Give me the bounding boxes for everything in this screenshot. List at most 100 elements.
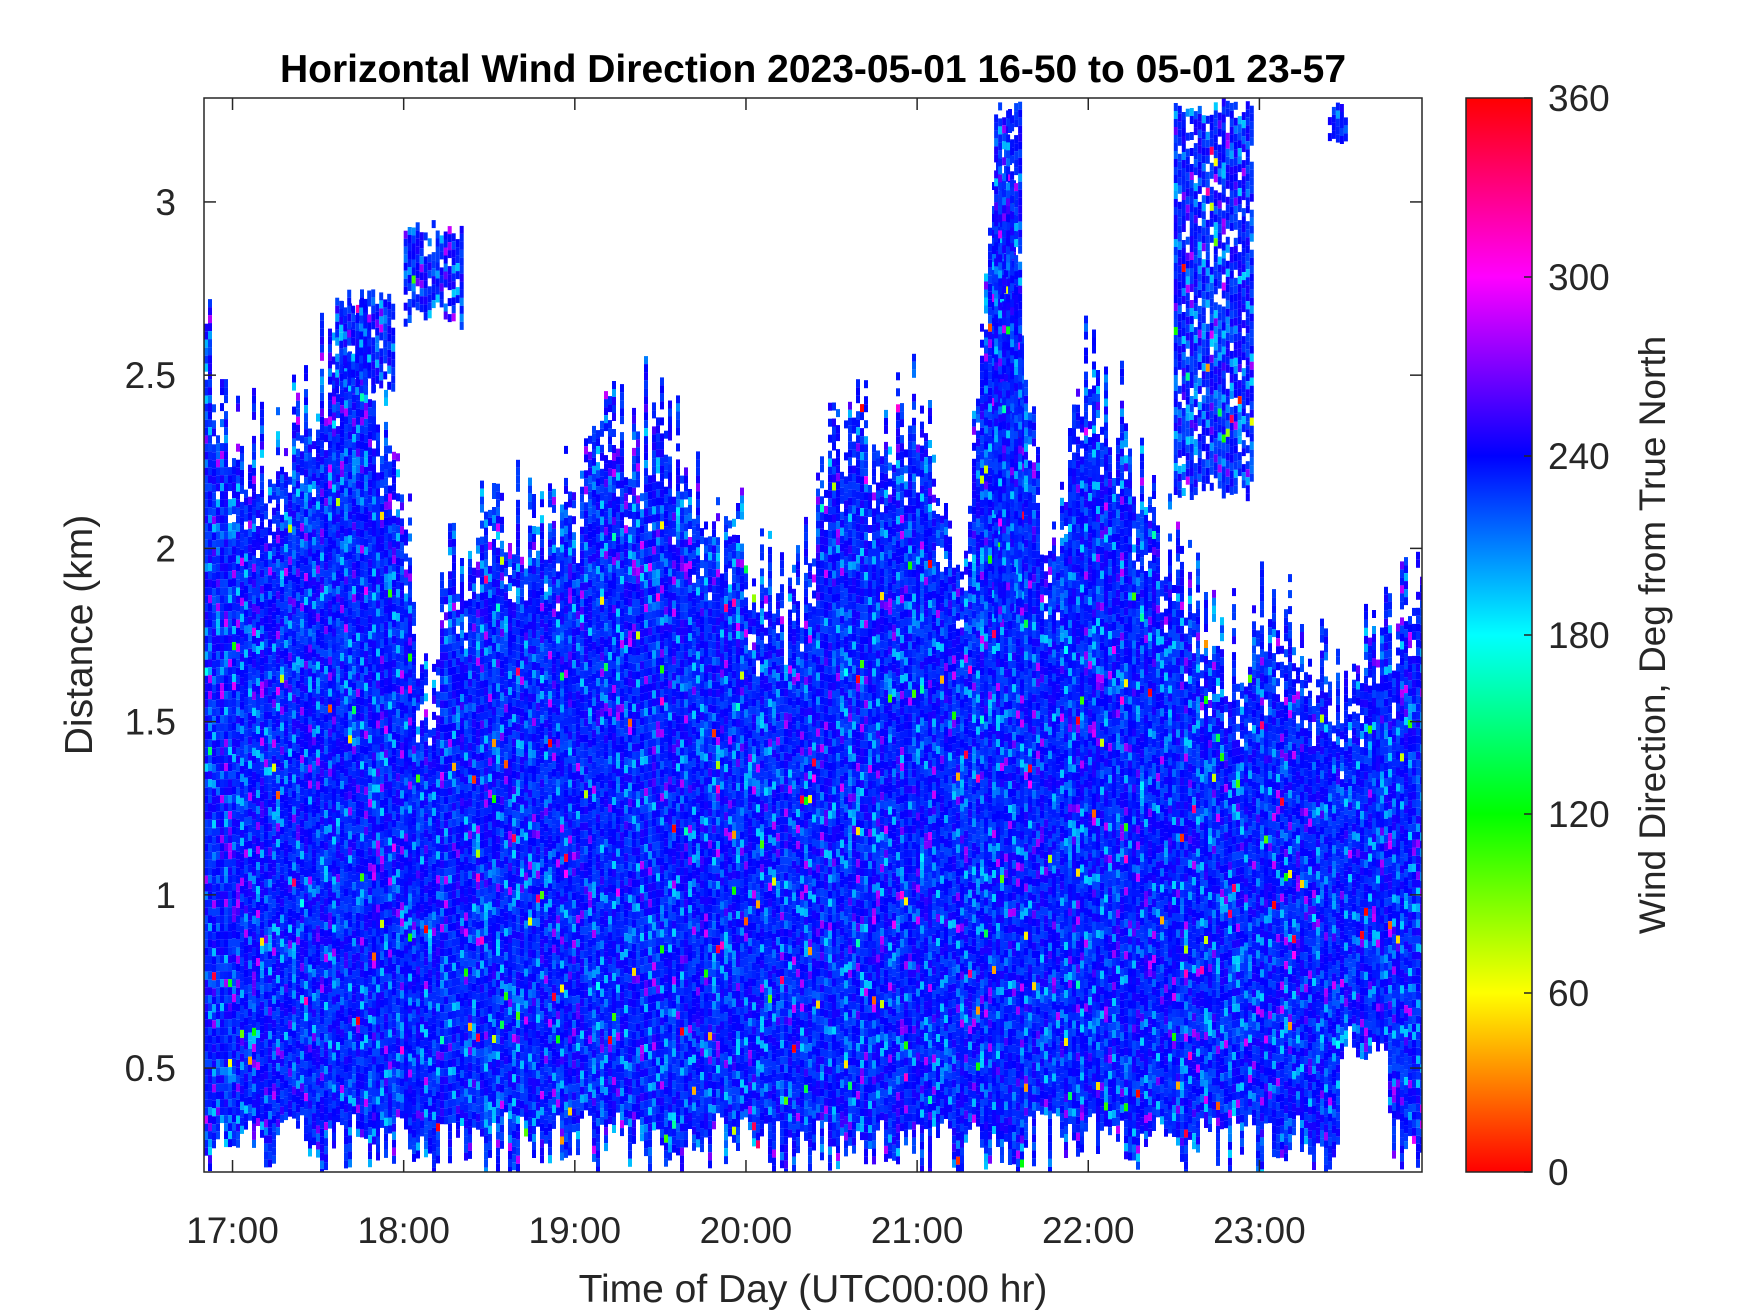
heatmap-cell (260, 1066, 264, 1074)
heatmap-cell (376, 1065, 380, 1073)
heatmap-cell (208, 379, 212, 387)
heatmap-cell (420, 1088, 424, 1096)
heatmap-cell (360, 1113, 364, 1121)
heatmap-cell (404, 914, 408, 922)
heatmap-cell (288, 525, 292, 533)
heatmap-cell (328, 953, 332, 961)
heatmap-cell (328, 961, 332, 969)
heatmap-cell (220, 675, 224, 683)
heatmap-cell (208, 1019, 212, 1027)
heatmap-cell (372, 481, 376, 489)
heatmap-cell (252, 1092, 256, 1100)
heatmap-cell (220, 947, 224, 955)
heatmap-cell (340, 781, 344, 789)
heatmap-cell (228, 547, 232, 555)
heatmap-cell (348, 847, 352, 855)
heatmap-cell (336, 1050, 340, 1058)
heatmap-cell (400, 582, 404, 590)
heatmap-cell (224, 795, 228, 803)
heatmap-cell (372, 769, 376, 777)
heatmap-cell (376, 785, 380, 793)
heatmap-cell (220, 667, 224, 675)
heatmap-cell (376, 473, 380, 481)
heatmap-cell (376, 841, 380, 849)
heatmap-cell (404, 786, 408, 794)
heatmap-cell (240, 646, 244, 654)
heatmap-cell (320, 625, 324, 633)
heatmap-cell (252, 868, 256, 876)
heatmap-cell (304, 613, 308, 621)
heatmap-cell (300, 723, 304, 731)
heatmap-cell (360, 1033, 364, 1041)
heatmap-cell (256, 798, 260, 806)
heatmap-cell (384, 486, 388, 494)
heatmap-cell (384, 606, 388, 614)
heatmap-cell (324, 730, 328, 738)
heatmap-cell (336, 522, 340, 530)
heatmap-cell (336, 890, 340, 898)
heatmap-cell (332, 413, 336, 421)
heatmap-cell (328, 937, 332, 945)
heatmap-cell (272, 1068, 276, 1076)
heatmap-cell (428, 786, 432, 794)
heatmap-cell (224, 987, 228, 995)
heatmap-cell (324, 562, 328, 570)
heatmap-cell (292, 583, 296, 591)
heatmap-cell (392, 796, 396, 804)
heatmap-cell (344, 1072, 348, 1080)
heatmap-cell (372, 657, 376, 665)
heatmap-cell (348, 703, 352, 711)
heatmap-cell (336, 530, 340, 538)
heatmap-cell (316, 462, 320, 470)
heatmap-cell (324, 1106, 328, 1114)
heatmap-cell (264, 639, 268, 647)
heatmap-cell (280, 939, 284, 947)
heatmap-cell (284, 768, 288, 776)
heatmap-cell (240, 790, 244, 798)
heatmap-cell (380, 528, 384, 536)
heatmap-cell (276, 1079, 280, 1087)
heatmap-cell (320, 1089, 324, 1097)
heatmap-cell (376, 441, 380, 449)
heatmap-cell (364, 419, 368, 427)
heatmap-cell (360, 401, 364, 409)
heatmap-cell (420, 720, 424, 728)
heatmap-cell (368, 1127, 372, 1135)
heatmap-cell (372, 705, 376, 713)
heatmap-cell (228, 755, 232, 763)
heatmap-cell (216, 803, 220, 811)
heatmap-cell (396, 749, 400, 757)
heatmap-cell (304, 429, 308, 437)
heatmap-cell (324, 1050, 328, 1058)
heatmap-cell (392, 1084, 396, 1092)
heatmap-cell (340, 677, 344, 685)
heatmap-cell (332, 925, 336, 933)
heatmap-cell (268, 839, 272, 847)
heatmap-cell (248, 633, 252, 641)
heatmap-cell (272, 572, 276, 580)
heatmap-cell (416, 703, 420, 711)
heatmap-cell (392, 772, 396, 780)
heatmap-cell (412, 922, 416, 930)
heatmap-cell (336, 922, 340, 930)
heatmap-cell (364, 1083, 368, 1091)
heatmap-cell (364, 891, 368, 899)
heatmap-cell (372, 745, 376, 753)
heatmap-cell (216, 955, 220, 963)
heatmap-cell (412, 1106, 416, 1114)
heatmap-cell (312, 497, 316, 505)
heatmap-cell (304, 437, 308, 445)
heatmap-cell (268, 719, 272, 727)
heatmap-cell (392, 620, 396, 628)
heatmap-cell (284, 1112, 288, 1120)
heatmap-cell (224, 1123, 228, 1131)
heatmap-cell (284, 856, 288, 864)
heatmap-cell (220, 771, 224, 779)
heatmap-cell (404, 1090, 408, 1098)
heatmap-cell (328, 529, 332, 537)
heatmap-cell (372, 897, 376, 905)
heatmap-cell (212, 820, 216, 828)
heatmap-cell (272, 844, 276, 852)
heatmap-cell (368, 911, 372, 919)
heatmap-cell (228, 659, 232, 667)
